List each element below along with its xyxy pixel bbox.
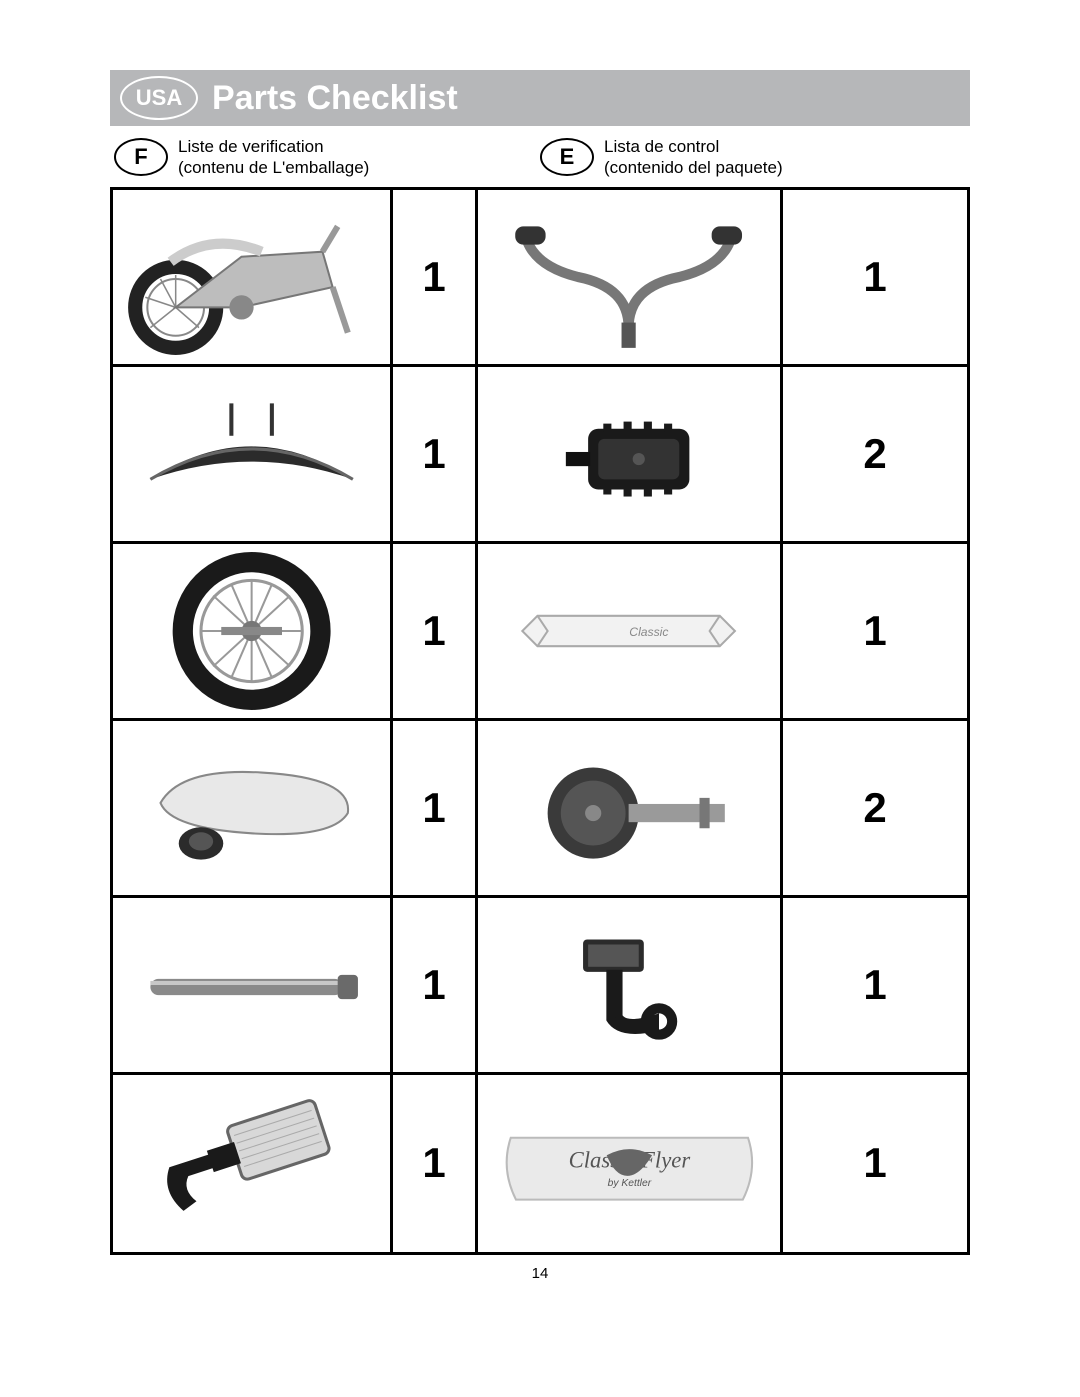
- part-image-reflector-bracket: [478, 898, 783, 1072]
- part-image-bike-frame: [113, 190, 393, 364]
- grid-row: 1 1: [113, 190, 967, 367]
- grid-row: 1 Classic 1: [113, 544, 967, 721]
- qty-cell: 1: [393, 721, 478, 895]
- qty-cell: 1: [393, 1075, 478, 1252]
- part-image-decal-panel: Classic Flyer by Kettler: [478, 1075, 783, 1252]
- lang-e-line1: Lista de control: [604, 136, 783, 157]
- part-image-saddle: [113, 721, 393, 895]
- lang-text-f: Liste de verification (contenu de L'emba…: [178, 136, 369, 179]
- grid-row: 1 Classic Flyer by Kettler 1: [113, 1075, 967, 1252]
- qty-cell: 1: [783, 1075, 967, 1252]
- grid-row: 1 1: [113, 898, 967, 1075]
- page: USA Parts Checklist F Liste de verificat…: [0, 0, 1080, 1397]
- lang-code-e: E: [560, 144, 575, 170]
- parts-grid: 1 1 1: [110, 187, 970, 1255]
- grid-row: 1 2: [113, 721, 967, 898]
- usa-badge-text: USA: [136, 85, 182, 111]
- lang-badge-e: E: [540, 138, 594, 176]
- part-image-fender: [113, 367, 393, 541]
- lang-f-line2: (contenu de L'emballage): [178, 157, 369, 178]
- lang-e-line2: (contenido del paquete): [604, 157, 783, 178]
- part-image-seat-post: [113, 898, 393, 1072]
- lang-text-e: Lista de control (contenido del paquete): [604, 136, 783, 179]
- usa-badge: USA: [120, 76, 198, 120]
- part-image-front-reflector: [113, 1075, 393, 1252]
- svg-text:Classic: Classic: [630, 625, 669, 639]
- qty-cell: 2: [783, 721, 967, 895]
- qty-cell: 1: [393, 898, 478, 1072]
- header-title: Parts Checklist: [212, 79, 458, 118]
- qty-cell: 2: [783, 367, 967, 541]
- qty-cell: 1: [783, 898, 967, 1072]
- qty-cell: 1: [393, 544, 478, 718]
- page-number: 14: [110, 1265, 970, 1282]
- svg-text:by Kettler: by Kettler: [607, 1178, 651, 1189]
- qty-cell: 1: [393, 190, 478, 364]
- part-image-chain-guard: Classic: [478, 544, 783, 718]
- grid-row: 1 2: [113, 367, 967, 544]
- lang-block-f: F Liste de verification (contenu de L'em…: [114, 136, 540, 179]
- lang-badge-f: F: [114, 138, 168, 176]
- part-image-pedal: [478, 367, 783, 541]
- lang-block-e: E Lista de control (contenido del paquet…: [540, 136, 966, 179]
- qty-cell: 1: [783, 190, 967, 364]
- part-image-handlebar: [478, 190, 783, 364]
- part-image-front-wheel: [113, 544, 393, 718]
- qty-cell: 1: [783, 544, 967, 718]
- qty-cell: 1: [393, 367, 478, 541]
- part-image-training-wheel: [478, 721, 783, 895]
- language-row: F Liste de verification (contenu de L'em…: [110, 136, 970, 179]
- lang-code-f: F: [134, 144, 147, 170]
- lang-f-line1: Liste de verification: [178, 136, 369, 157]
- header-bar: USA Parts Checklist: [110, 70, 970, 126]
